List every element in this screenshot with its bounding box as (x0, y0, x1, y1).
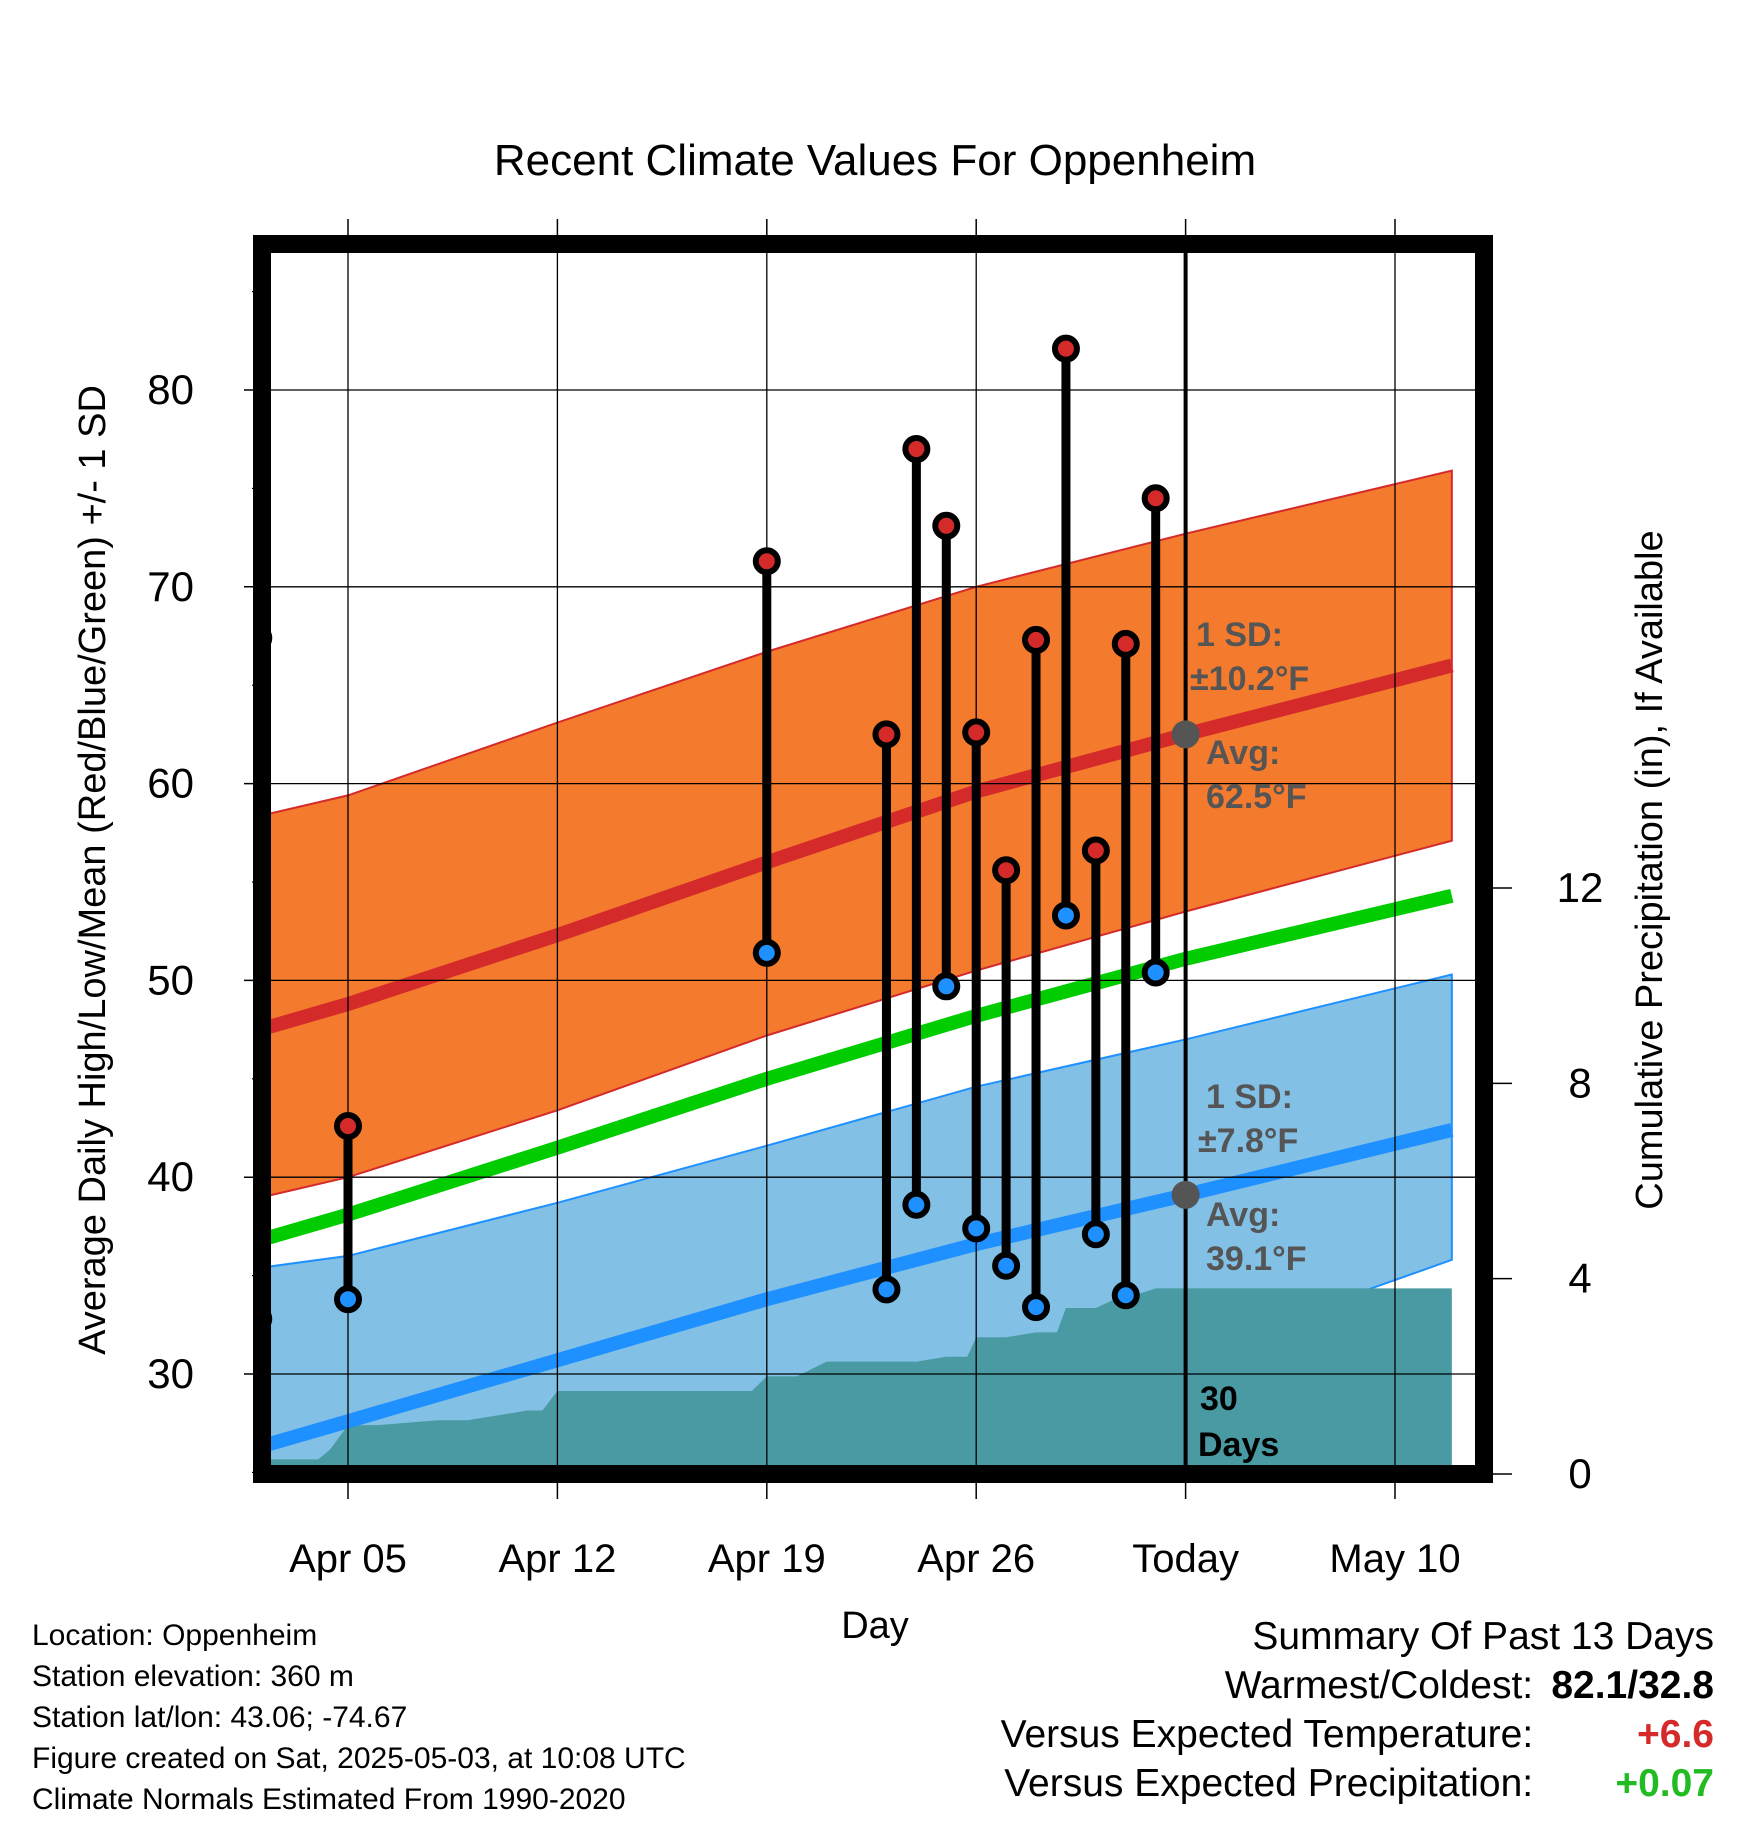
low-avg-value: 39.1°F (1206, 1240, 1307, 1278)
x-tick-label: Apr 12 (498, 1537, 616, 1581)
obs-high-point (752, 547, 781, 576)
y-tick-label: 80 (147, 366, 194, 413)
low-avg-dot (1171, 1180, 1200, 1209)
x-tick-label: Apr 26 (917, 1537, 1035, 1581)
precip-label: Versus Expected Precipitation: (1004, 1762, 1534, 1805)
low-sd-label: 1 SD: (1206, 1078, 1293, 1116)
chart-title: Recent Climate Values For Oppenheim (494, 136, 1256, 185)
latlon-text: Station lat/lon: 43.06; -74.67 (32, 1701, 408, 1734)
x-tick-label: Apr 19 (708, 1537, 826, 1581)
summary-heading: Summary Of Past 13 Days (1252, 1615, 1714, 1658)
obs-low-point (752, 938, 781, 967)
precip-anomaly-value: +0.07 (1615, 1762, 1714, 1805)
y-tick-label: 60 (147, 760, 194, 807)
precipitation-area (262, 1288, 1452, 1474)
obs-high-point (932, 511, 961, 540)
obs-low-point (992, 1251, 1021, 1280)
obs-high-point (992, 856, 1021, 885)
low-sd-value: ±7.8°F (1198, 1122, 1298, 1160)
y2-tick-label: 0 (1568, 1450, 1591, 1497)
location-text: Location: Oppenheim (32, 1619, 318, 1652)
obs-high-point (902, 435, 931, 464)
obs-high-point (872, 720, 901, 749)
y2-axis-label: Cumulative Precipitation (in), If Availa… (1629, 530, 1671, 1209)
plot-frame (253, 235, 1493, 1483)
obs-high-point (962, 718, 991, 747)
y-tick-label: 40 (147, 1153, 194, 1200)
plot-interior: 1 SD: ±10.2°F Avg: 62.5°F 1 SD: ±7.8°F Avg: 39.… (262, 244, 1484, 1474)
obs-low-point (962, 1214, 991, 1243)
x-tick-label: May 10 (1329, 1537, 1460, 1581)
y-tick-label: 50 (147, 956, 194, 1003)
y-tick-label: 70 (147, 563, 194, 610)
obs-low-point (334, 1285, 362, 1314)
obs-low-point (1081, 1220, 1110, 1249)
temp-row: Versus Expected Temperature: +6.6 (1001, 1710, 1714, 1759)
y-tick-label: 30 (147, 1350, 194, 1397)
obs-low-point (902, 1190, 931, 1219)
warm-cold-value: 82.1/32.8 (1551, 1664, 1714, 1707)
y2-tick-label: 12 (1557, 864, 1604, 911)
obs-low-point (1111, 1281, 1140, 1310)
high-avg-label: Avg: (1206, 734, 1280, 772)
precip-row: Versus Expected Precipitation: +0.07 (1001, 1759, 1714, 1808)
x-tick-label: Apr 05 (289, 1537, 407, 1581)
plot-area: 1 SD: ±10.2°F Avg: 62.5°F 1 SD: ±7.8°F Avg: 39.… (147, 219, 1604, 1581)
station-info: Location: Oppenheim Station elevation: 3… (32, 1615, 686, 1820)
obs-low-point (1022, 1293, 1051, 1322)
x-tick-label: Today (1132, 1537, 1239, 1581)
normals-text: Climate Normals Estimated From 1990-2020 (32, 1783, 626, 1816)
low-avg-label: Avg: (1206, 1196, 1280, 1234)
x-axis-label: Day (841, 1605, 909, 1647)
created-text: Figure created on Sat, 2025-05-03, at 10… (32, 1742, 686, 1775)
y2-tick-label: 4 (1568, 1255, 1591, 1302)
obs-low-point (1051, 901, 1080, 930)
y-axis-label: Average Daily High/Low/Mean (Red/Blue/Gr… (72, 385, 114, 1355)
window-unit-label: Days (1198, 1426, 1279, 1464)
obs-high-point (1111, 629, 1140, 658)
y2-tick-label: 8 (1568, 1059, 1591, 1106)
temp-label: Versus Expected Temperature: (1000, 1713, 1534, 1756)
obs-low-point (1141, 958, 1170, 987)
obs-low-point (932, 972, 961, 1001)
obs-low-point (872, 1275, 901, 1304)
obs-high-point (1081, 836, 1110, 865)
obs-high-point (334, 1112, 362, 1141)
temp-anomaly-value: +6.6 (1637, 1713, 1714, 1756)
warm-cold-label: Warmest/Coldest: (1224, 1664, 1534, 1707)
obs-high-point (1051, 334, 1080, 363)
obs-high-point (1022, 625, 1051, 654)
obs-high-point (1141, 484, 1170, 513)
high-avg-dot (1171, 720, 1200, 749)
window-count-label: 30 (1200, 1380, 1238, 1418)
high-sd-label: 1 SD: (1196, 616, 1283, 654)
summary-panel: Summary Of Past 13 Days Warmest/Coldest:… (1001, 1612, 1714, 1808)
elevation-text: Station elevation: 360 m (32, 1660, 354, 1693)
high-sd-value: ±10.2°F (1190, 660, 1309, 698)
warm-cold-row: Warmest/Coldest: 82.1/32.8 (1001, 1661, 1714, 1710)
high-avg-value: 62.5°F (1206, 778, 1307, 816)
